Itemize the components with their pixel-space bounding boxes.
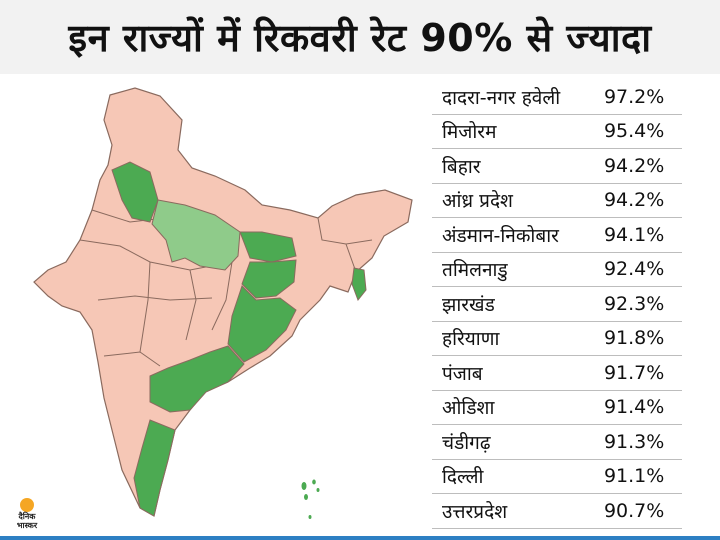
row-recovery-rate: 95.4%: [603, 120, 665, 143]
logo-sun-icon: [20, 498, 34, 512]
state-odisha: [227, 285, 297, 363]
table-row: ओडिशा 91.4%: [432, 391, 682, 425]
row-state-name: हरियाणा: [442, 328, 500, 351]
row-state-name: अंडमान-निकोबार: [442, 224, 559, 247]
row-recovery-rate: 91.8%: [603, 327, 665, 350]
row-recovery-rate: 90.7%: [603, 499, 665, 522]
table-row: झारखंड 92.3%: [432, 287, 682, 322]
table-row: आंध्र प्रदेश 94.2%: [432, 184, 682, 218]
state-mizoram: [351, 267, 367, 301]
table-row: दिल्ली 91.1%: [432, 460, 682, 494]
table-row: चंडीगढ़ 91.3%: [432, 425, 682, 460]
state-andhra-pradesh: [149, 345, 245, 413]
row-recovery-rate: 91.3%: [603, 430, 665, 453]
row-recovery-rate: 92.4%: [603, 258, 665, 281]
state-uttar-pradesh: [151, 199, 241, 271]
state-tamil-nadu: [133, 419, 176, 517]
state-jharkhand: [241, 259, 297, 299]
row-state-name: पंजाब: [442, 362, 483, 385]
row-state-name: झारखंड: [442, 293, 495, 316]
row-state-name: आंध्र प्रदेश: [442, 190, 513, 213]
table-row: पंजाब 91.7%: [432, 356, 682, 391]
logo-line1: दैनिक: [18, 512, 36, 521]
row-state-name: बिहार: [442, 155, 481, 178]
row-state-name: ओडिशा: [442, 397, 495, 420]
table-row: तमिलनाडु 92.4%: [432, 253, 682, 287]
table-row: दादरा-नगर हवेली 97.2%: [432, 80, 682, 115]
row-state-name: तमिलनाडु: [442, 259, 508, 282]
recovery-rate-table: दादरा-नगर हवेली 97.2% मिजोरम 95.4% बिहार 94.2…: [432, 80, 682, 529]
state-borders: [79, 209, 373, 367]
row-recovery-rate: 94.1%: [603, 223, 665, 246]
page-title: इन राज्यों में रिकवरी रेट 90% से ज्यादा: [68, 16, 652, 60]
row-recovery-rate: 91.7%: [603, 361, 665, 384]
row-state-name: मिजोरम: [442, 121, 497, 144]
state-punjab-haryana: [111, 161, 159, 223]
india-map: [33, 87, 413, 519]
row-recovery-rate: 94.2%: [603, 189, 665, 212]
row-recovery-rate: 91.4%: [603, 396, 665, 419]
state-bihar: [239, 231, 297, 263]
table-row: अंडमान-निकोबार 94.1%: [432, 218, 682, 253]
row-state-name: चंडीगढ़: [442, 431, 491, 454]
row-state-name: उत्तरप्रदेश: [442, 500, 508, 523]
row-recovery-rate: 97.2%: [603, 85, 665, 108]
islands-lakshadweep: [301, 479, 320, 519]
row-recovery-rate: 94.2%: [603, 154, 665, 177]
header-bar: इन राज्यों में रिकवरी रेट 90% से ज्यादा: [0, 0, 720, 74]
table-row: मिजोरम 95.4%: [432, 115, 682, 149]
dainik-bhaskar-logo: दैनिक भास्कर: [8, 498, 46, 532]
row-state-name: दिल्ली: [442, 466, 484, 489]
row-state-name: दादरा-नगर हवेली: [442, 86, 561, 109]
table-row: उत्तरप्रदेश 90.7%: [432, 494, 682, 529]
map-base: [33, 87, 413, 517]
bottom-accent-bar: [0, 536, 720, 540]
table-row: बिहार 94.2%: [432, 149, 682, 184]
logo-line2: भास्कर: [16, 521, 38, 530]
row-recovery-rate: 92.3%: [603, 292, 665, 315]
table-row: हरियाणा 91.8%: [432, 322, 682, 356]
row-recovery-rate: 91.1%: [603, 465, 665, 488]
